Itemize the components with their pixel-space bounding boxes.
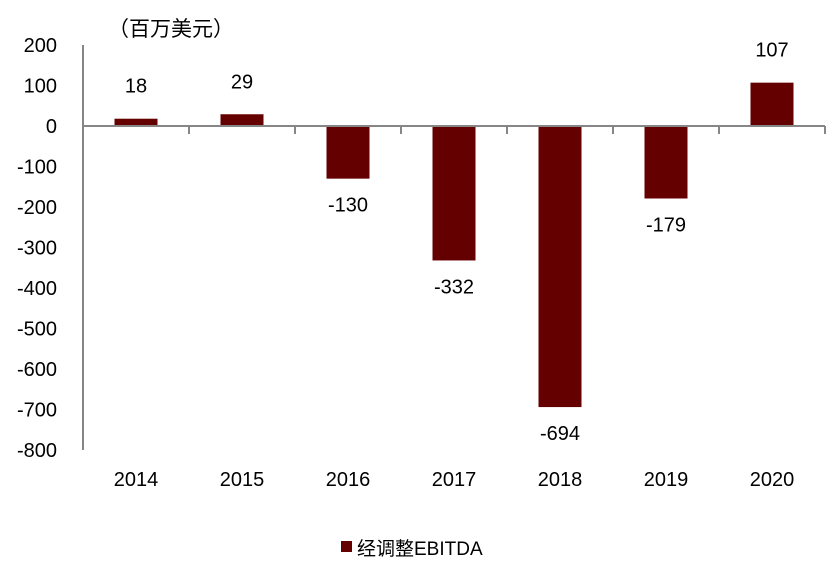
y-tick-label: -500 [17, 319, 57, 341]
legend-swatch [341, 541, 352, 552]
y-tick-label: -800 [17, 440, 57, 462]
x-tick-label: 2015 [220, 469, 265, 491]
x-tick-label: 2017 [432, 469, 477, 491]
data-label: 29 [231, 71, 253, 93]
y-tick-label: -300 [17, 238, 57, 260]
x-tick-label: 2019 [644, 469, 689, 491]
data-label: 107 [755, 40, 788, 62]
data-label: -694 [540, 423, 580, 445]
bar-2014 [114, 118, 158, 126]
legend: 经调整EBITDA [341, 538, 483, 560]
bar-2019 [644, 126, 688, 199]
y-tick-label: -200 [17, 197, 57, 219]
bar-2016 [326, 126, 370, 179]
y-tick-label: -600 [17, 359, 57, 381]
unit-label: （百万美元） [108, 18, 234, 41]
data-label: -179 [646, 214, 686, 236]
bar-2020 [750, 82, 794, 126]
x-tick-label: 2016 [326, 469, 371, 491]
bar-2017 [432, 126, 476, 261]
y-tick-label: 100 [24, 76, 57, 98]
x-tick-label: 2018 [538, 469, 583, 491]
data-label: 18 [125, 76, 147, 98]
bar-2015 [220, 114, 264, 126]
data-label: -332 [434, 276, 474, 298]
y-tick-label: -100 [17, 157, 57, 179]
y-tick-label: -400 [17, 278, 57, 300]
x-tick-label: 2014 [114, 469, 159, 491]
y-tick-label: -700 [17, 400, 57, 422]
y-tick-label: 0 [46, 116, 57, 138]
y-tick-label: 200 [24, 35, 57, 57]
bar-2018 [538, 126, 582, 408]
x-tick-label: 2020 [750, 469, 795, 491]
legend-label: 经调整EBITDA [357, 538, 483, 560]
data-label: -130 [328, 195, 368, 217]
